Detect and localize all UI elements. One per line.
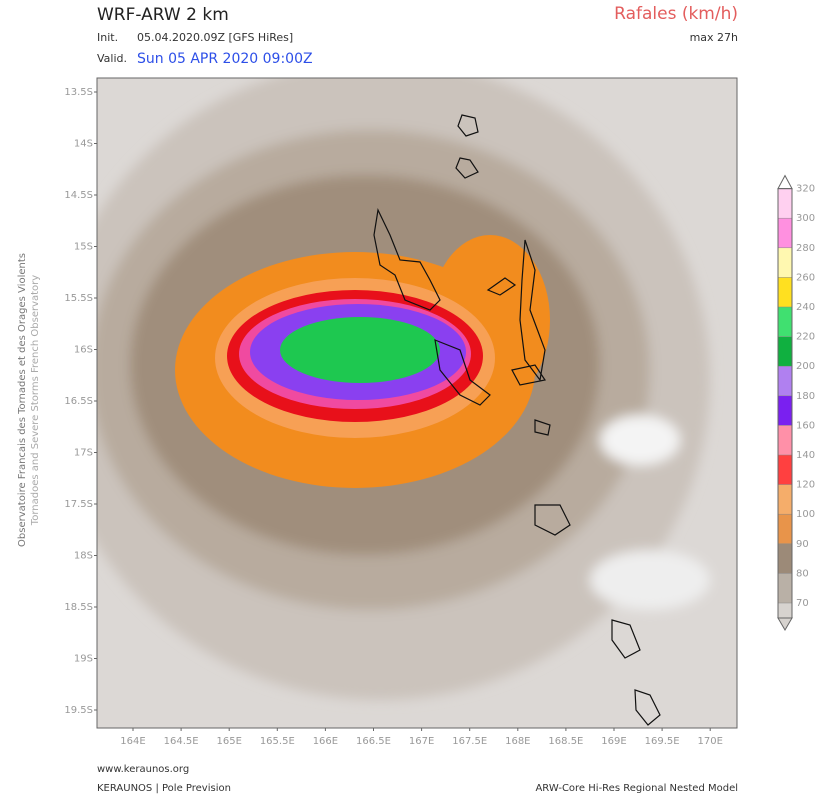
colorbar-label: 140 bbox=[796, 450, 815, 461]
colorbar-band bbox=[778, 603, 792, 618]
lat-label: 13.5S bbox=[64, 87, 93, 98]
lat-label: 14.5S bbox=[64, 190, 93, 201]
lon-label: 164.5E bbox=[164, 736, 199, 747]
init-value: 05.04.2020.09Z [GFS HiRes] bbox=[137, 31, 293, 44]
lon-label: 169E bbox=[601, 736, 626, 747]
colorbar-band bbox=[778, 188, 792, 219]
colorbar-frame bbox=[777, 188, 793, 619]
init-label: Init. bbox=[97, 31, 118, 44]
colorbar-band bbox=[778, 395, 792, 426]
colorbar-label: 240 bbox=[796, 302, 815, 313]
lat-label: 16S bbox=[74, 345, 93, 356]
colorbar-label: 280 bbox=[796, 243, 815, 254]
lat-label: 18S bbox=[74, 551, 93, 562]
colorbar-band bbox=[778, 277, 792, 307]
lon-label: 168E bbox=[505, 736, 530, 747]
colorbar-label: 100 bbox=[796, 509, 815, 520]
colorbar-band bbox=[778, 218, 792, 248]
max-label: max 27h bbox=[690, 31, 738, 44]
side-label: Tornadoes and Severe Storms French Obser… bbox=[30, 275, 41, 526]
colorbar-label: 260 bbox=[796, 272, 815, 283]
colorbar-band bbox=[778, 484, 792, 515]
lon-label: 165E bbox=[216, 736, 241, 747]
credit: KERAUNOS | Pole Prevision bbox=[97, 783, 231, 794]
side-label: Observatoire Francais des Tornades et de… bbox=[17, 253, 28, 547]
lon-label: 170E bbox=[697, 736, 722, 747]
lon-label: 165.5E bbox=[260, 736, 295, 747]
valid-label: Valid. bbox=[97, 52, 127, 65]
lat-label: 17S bbox=[74, 448, 93, 459]
colorbar-band bbox=[778, 425, 792, 455]
colorbar-label: 160 bbox=[796, 420, 815, 431]
colorbar-label: 300 bbox=[796, 213, 815, 224]
variable-title: Rafales (km/h) bbox=[614, 4, 738, 24]
lon-label: 164E bbox=[120, 736, 145, 747]
colorbar-label: 80 bbox=[796, 568, 809, 579]
lat-label: 15S bbox=[74, 242, 93, 253]
colorbar-label: 70 bbox=[796, 598, 809, 609]
colorbar-band bbox=[778, 455, 792, 485]
lat-label: 19.5S bbox=[64, 705, 93, 716]
colorbar-band bbox=[778, 366, 792, 396]
colorbar-bottom bbox=[777, 617, 793, 631]
colorbar-label: 220 bbox=[796, 332, 815, 343]
colorbar-band bbox=[778, 247, 792, 278]
lat-label: 14S bbox=[74, 139, 93, 150]
model-title: WRF-ARW 2 km bbox=[97, 5, 229, 25]
lat-label: 15.5S bbox=[64, 293, 93, 304]
map-frame bbox=[96, 77, 738, 729]
lat-label: 16.5S bbox=[64, 396, 93, 407]
colorbar-label: 90 bbox=[796, 539, 809, 550]
colorbar-label: 180 bbox=[796, 391, 815, 402]
colorbar-band bbox=[778, 543, 792, 574]
colorbar-band bbox=[778, 307, 792, 337]
lon-label: 166.5E bbox=[356, 736, 391, 747]
colorbar-band bbox=[778, 573, 792, 603]
lat-label: 19S bbox=[74, 654, 93, 665]
model-note: ARW-Core Hi-Res Regional Nested Model bbox=[535, 783, 738, 794]
lon-label: 168.5E bbox=[548, 736, 583, 747]
lon-label: 166E bbox=[313, 736, 338, 747]
colorbar-label: 200 bbox=[796, 361, 815, 372]
website: www.keraunos.org bbox=[97, 764, 189, 775]
lat-label: 17.5S bbox=[64, 499, 93, 510]
lat-label: 18.5S bbox=[64, 602, 93, 613]
lon-label: 167.5E bbox=[452, 736, 487, 747]
lon-label: 167E bbox=[409, 736, 434, 747]
colorbar-label: 120 bbox=[796, 480, 815, 491]
colorbar-band bbox=[778, 514, 792, 544]
colorbar-band bbox=[778, 336, 792, 367]
colorbar-label: 320 bbox=[796, 184, 815, 195]
valid-value: Sun 05 APR 2020 09:00Z bbox=[137, 51, 313, 67]
colorbar-top bbox=[777, 174, 793, 190]
lon-label: 169.5E bbox=[645, 736, 680, 747]
map bbox=[97, 78, 737, 728]
